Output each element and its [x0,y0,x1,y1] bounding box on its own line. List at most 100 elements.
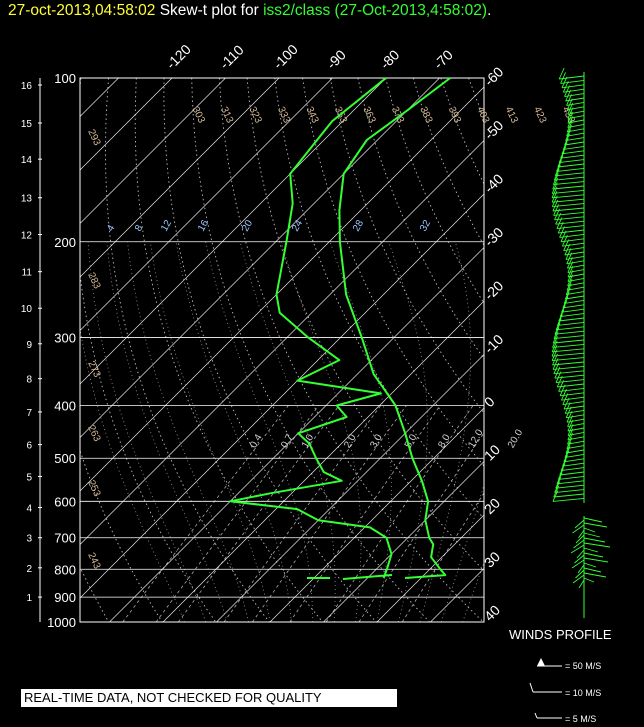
wind-barb [583,552,604,558]
wind-barb-flag [563,292,570,304]
wind-barb [566,291,585,296]
wind-barb-flag [565,89,572,102]
height-tick-label: 7 [26,408,32,419]
wind-barb [557,321,585,326]
dry-adiabat [440,78,484,185]
temperature-tick-label: -70 [430,46,456,72]
plot-frame [79,77,485,623]
wind-barb [564,299,585,304]
chart-title: 27-oct-2013,04:58:02 Skew-t plot for iss… [8,2,491,20]
wind-barb-flag [561,142,568,154]
wind-barb-flag [556,375,563,388]
theta-label: 413 [503,105,520,125]
wind-barb-flag [564,133,570,146]
moist-adiabat [87,241,207,622]
dry-adiabat [163,78,377,622]
wind-barb-flag [560,72,567,84]
mixing-ratio-label: 20.0 [506,427,525,450]
wind-barb [574,519,585,529]
wind-barb-flag [551,195,558,207]
wind-barb-flag [553,485,560,498]
height-tick-label: 4 [26,504,32,515]
mixing-ratio-label: 8.0 [436,432,453,450]
wind-barb [575,534,585,544]
temperature-tick-label: -30 [481,224,507,250]
mixing-ratio-label: 0.4 [248,432,265,450]
wind-barb-flag [556,160,562,172]
wind-barb-flag [558,67,565,80]
theta-label: 333 [275,105,292,125]
wind-barb [553,211,585,216]
wind-barb-flag [567,433,573,445]
wind-barb-flag [555,477,562,489]
pressure-tick-label: 300 [54,331,76,346]
wind-barb [552,189,585,194]
wind-key [529,658,562,719]
dry-adiabat [105,78,270,622]
wind-barb-flag [560,459,567,471]
height-tick-label: 9 [26,340,32,351]
wind-barb [556,326,585,331]
dry-adiabat [134,78,324,622]
wind-barb [560,154,585,159]
wind-barb [552,348,585,353]
wind-barb [570,544,585,554]
surface-marker [342,573,393,580]
height-tick-label: 2 [26,564,32,575]
wind-barb-flag [566,94,572,106]
wind-barb [567,273,585,278]
wind-barb-flag [555,371,562,383]
mixing-ratio-label: 3.0 [368,432,385,450]
temperature-tick-label: -80 [377,46,403,72]
wind-barb-flag [567,428,574,440]
wind-barb [552,203,585,208]
wind-barb-flag [567,274,574,286]
wind-barb [554,216,585,221]
pressure-tick-label: 900 [54,590,76,605]
wind-barb-flag [553,362,560,374]
wind-barb [562,462,585,467]
wind-barb [575,569,585,579]
wind-barb-flag [560,147,567,159]
temperature-tick-label: 0 [481,393,498,410]
theta-label: 343 [303,105,320,125]
dry-adiabat [357,78,484,360]
title-date: 27-oct-2013,04:58:02 [8,2,156,19]
moist-adiabat [106,241,228,622]
wind-barb-flag [560,230,567,242]
wind-barb-flag [556,217,563,229]
wind-barb [576,549,585,559]
wind-barb-flag [552,331,559,344]
theta-label: 293 [85,128,102,148]
wind-barb-flag [564,243,571,256]
wind-barb [552,207,585,212]
wind-key-50-pennant [537,658,545,666]
wind-barb-flag [557,221,564,234]
temperature-profile [338,77,451,579]
wind-barb-flag [565,441,572,454]
wind-barb-flag [565,406,572,418]
wind-barb-flag [567,107,574,119]
theta-label: 423 [531,105,548,125]
wind-barb-flag [565,283,572,295]
wind-barb [565,137,585,142]
theta-label: 243 [85,551,102,571]
wind-barb-flag [551,349,558,361]
wind-barb-flag [557,468,564,480]
wind-barb [563,458,585,463]
dry-adiabat [274,78,484,520]
wind-barb-flag [562,393,569,405]
height-tick-label: 5 [26,472,32,483]
theta-label: 323 [247,105,264,125]
isotherm [80,86,484,492]
isotherm [0,78,12,622]
isotherm [80,78,440,438]
theta-e-label: 4 [105,223,118,234]
temperature-tick-label: -110 [216,42,247,73]
pressure-tick-label: 100 [54,71,76,86]
wind-barb-flag [559,305,566,317]
wind-barb [563,145,585,150]
pressure-tick-label: 600 [54,494,76,509]
